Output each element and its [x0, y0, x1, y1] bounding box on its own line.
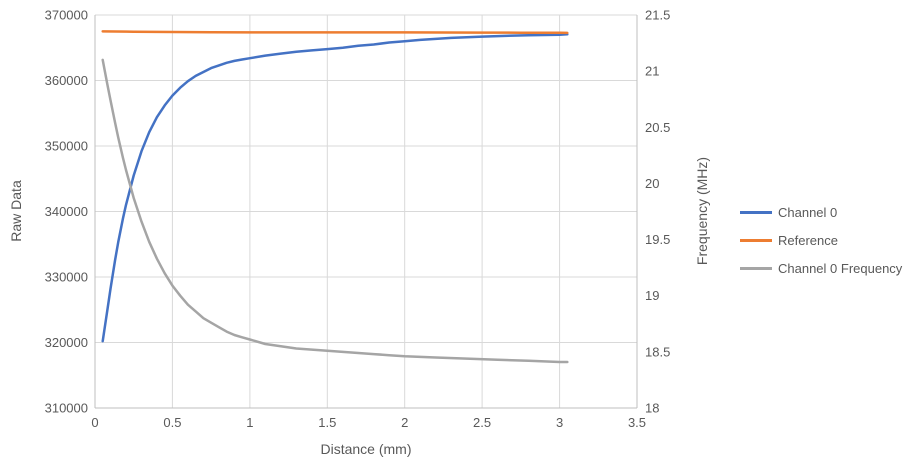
- legend-item-channel-0: Channel 0: [740, 204, 902, 220]
- legend-line-swatch: [740, 266, 772, 270]
- y-right-tick-label: 20.5: [645, 120, 670, 135]
- legend: Channel 0 Reference Channel 0 Frequency: [740, 204, 902, 276]
- y-axis-title-left: Raw Data: [8, 180, 24, 242]
- x-tick-label: 2: [401, 415, 408, 430]
- y-axis-title-right: Frequency (MHz): [694, 156, 710, 266]
- series-line-2: [101, 58, 569, 364]
- y-right-tick-label: 19.5: [645, 232, 670, 247]
- y-right-tick-label: 20: [645, 176, 659, 191]
- y-right-tick-label: 21: [645, 64, 659, 79]
- y-left-tick-label: 360000: [45, 73, 88, 88]
- legend-line-swatch: [740, 210, 772, 214]
- y-left-tick-label: 350000: [45, 139, 88, 154]
- y-left-tick-label: 320000: [45, 335, 88, 350]
- x-tick-label: 3: [556, 415, 563, 430]
- x-tick-label: 0.5: [163, 415, 181, 430]
- legend-label: Channel 0 Frequency: [778, 260, 903, 276]
- y-left-tick-label: 340000: [45, 204, 88, 219]
- y-right-tick-label: 18: [645, 401, 659, 416]
- x-tick-label: 1: [246, 415, 253, 430]
- y-left-tick-label: 330000: [45, 270, 88, 285]
- x-tick-label: 2.5: [473, 415, 491, 430]
- y-right-tick-label: 19: [645, 288, 659, 303]
- x-tick-label: 3.5: [628, 415, 646, 430]
- legend-label: Reference: [778, 232, 838, 248]
- y-left-tick-label: 370000: [45, 8, 88, 23]
- x-axis-title: Distance (mm): [320, 441, 412, 457]
- legend-item-channel-0-frequency: Channel 0 Frequency: [740, 260, 902, 276]
- x-tick-label: 0: [91, 415, 98, 430]
- y-right-tick-label: 18.5: [645, 344, 670, 359]
- legend-item-reference: Reference: [740, 232, 902, 248]
- legend-label: Channel 0: [778, 204, 838, 220]
- x-tick-label: 1.5: [318, 415, 336, 430]
- series-line-1: [101, 30, 569, 35]
- y-left-tick-label: 310000: [45, 401, 88, 416]
- series-line-0: [101, 33, 569, 343]
- legend-line-swatch: [740, 238, 772, 242]
- y-right-tick-label: 21.5: [645, 8, 670, 23]
